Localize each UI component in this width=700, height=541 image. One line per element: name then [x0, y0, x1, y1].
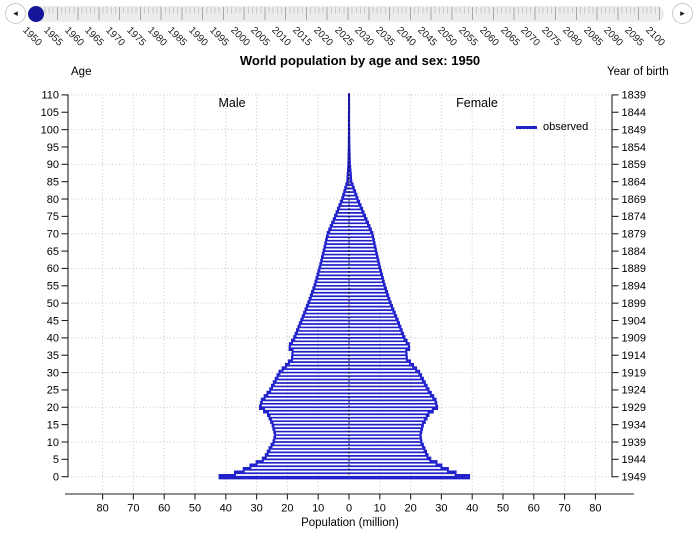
birth-year-tick-label: 1854: [622, 142, 646, 154]
birth-year-tick-label: 1864: [622, 176, 646, 188]
birth-year-tick-label: 1869: [622, 194, 646, 206]
birth-year-tick-label: 1904: [622, 315, 646, 327]
population-tick-label: 10: [312, 503, 324, 515]
left-arrow-icon: ◂: [13, 8, 18, 18]
male-side-label: Male: [218, 96, 246, 110]
population-tick-label: 80: [589, 503, 601, 515]
age-tick-label: 0: [53, 472, 59, 484]
birth-year-tick-label: 1849: [622, 124, 646, 136]
population-tick-label: 30: [250, 503, 262, 515]
age-tick-label: 100: [41, 124, 59, 136]
birth-year-tick-label: 1874: [622, 211, 646, 223]
population-tick-label: 0: [346, 503, 352, 515]
birth-year-tick-label: 1934: [622, 419, 646, 431]
axes: [61, 94, 634, 500]
age-tick-label: 105: [41, 107, 59, 119]
gridlines: [68, 94, 612, 493]
legend: observed: [516, 121, 588, 133]
legend-label: observed: [543, 121, 589, 133]
birth-year-tick-label: 1894: [622, 281, 646, 293]
birth-year-tick-label: 1949: [622, 472, 646, 484]
birth-year-tick-label: 1919: [622, 367, 646, 379]
population-tick-label: 40: [466, 503, 478, 515]
age-tick-label: 60: [47, 263, 59, 275]
age-tick-label: 15: [47, 419, 59, 431]
population-tick-label: 60: [158, 503, 170, 515]
age-tick-label: 75: [47, 211, 59, 223]
birth-year-tick-label: 1859: [622, 159, 646, 171]
age-axis-title: Age: [71, 66, 92, 78]
age-tick-label: 55: [47, 281, 59, 293]
right-arrow-icon: ▸: [680, 8, 685, 18]
tick-labels: 0 5 10 15 20 25 30 35 40 45 50 55 60 65 70 75 80 85 90 95 10…: [41, 90, 646, 515]
population-tick-label: 70: [127, 503, 139, 515]
observed-series-swatch: [516, 126, 537, 129]
birth-year-tick-label: 1839: [622, 90, 646, 102]
population-tick-label: 50: [497, 503, 509, 515]
age-tick-label: 90: [47, 159, 59, 171]
population-tick-label: 30: [435, 503, 447, 515]
age-tick-label: 50: [47, 298, 59, 310]
slider-step-forward-button[interactable]: ▸: [672, 3, 693, 24]
birth-year-tick-label: 1844: [622, 107, 646, 119]
slider-handle[interactable]: [28, 6, 44, 22]
population-tick-label: 80: [96, 503, 108, 515]
age-tick-label: 85: [47, 176, 59, 188]
slider-step-back-button[interactable]: ◂: [5, 3, 26, 24]
age-tick-label: 65: [47, 246, 59, 258]
population-tick-label: 60: [528, 503, 540, 515]
birth-year-tick-label: 1879: [622, 229, 646, 241]
age-tick-label: 70: [47, 229, 59, 241]
age-tick-label: 20: [47, 402, 59, 414]
female-side-label: Female: [456, 96, 498, 110]
birth-year-tick-label: 1939: [622, 437, 646, 449]
age-tick-label: 95: [47, 142, 59, 154]
age-tick-label: 35: [47, 350, 59, 362]
birth-year-tick-label: 1924: [622, 385, 646, 397]
population-tick-label: 20: [281, 503, 293, 515]
birth-year-tick-label: 1889: [622, 263, 646, 275]
birth-year-tick-label: 1929: [622, 402, 646, 414]
age-tick-label: 10: [47, 437, 59, 449]
pyramid-outline-male: [218, 93, 350, 480]
birth-year-tick-label: 1909: [622, 333, 646, 345]
population-tick-label: 10: [374, 503, 386, 515]
population-axis-title: Population (million): [301, 517, 399, 529]
chart-title: World population by age and sex: 1950: [239, 53, 481, 68]
age-tick-label: 30: [47, 367, 59, 379]
birth-year-tick-label: 1899: [622, 298, 646, 310]
pyramid-outline-female: [348, 93, 471, 480]
age-tick-label: 40: [47, 333, 59, 345]
age-tick-label: 25: [47, 385, 59, 397]
age-tick-label: 5: [53, 454, 59, 466]
birth-year-tick-label: 1884: [622, 246, 646, 258]
population-tick-label: 70: [558, 503, 570, 515]
birth-year-tick-label: 1944: [622, 454, 646, 466]
age-tick-label: 45: [47, 315, 59, 327]
age-tick-label: 110: [41, 90, 59, 102]
age-tick-label: 80: [47, 194, 59, 206]
birth-year-tick-label: 1914: [622, 350, 646, 362]
population-tick-label: 20: [404, 503, 416, 515]
population-tick-label: 40: [220, 503, 232, 515]
population-tick-label: 50: [189, 503, 201, 515]
birth-year-axis-title: Year of birth: [607, 66, 669, 78]
